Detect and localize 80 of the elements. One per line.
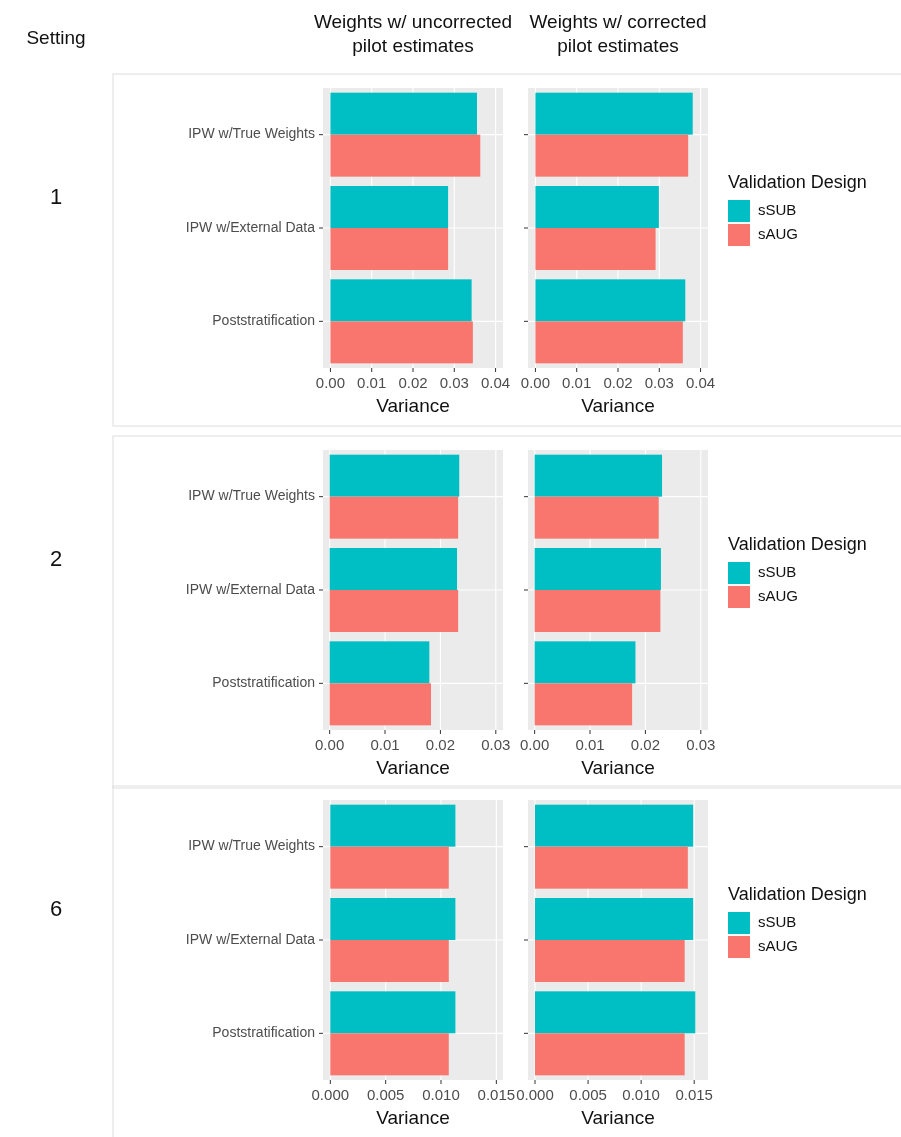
legend-label: sSUB [758,912,797,930]
legend-title: Validation Design [728,172,867,192]
bar [534,496,659,539]
x-tick-label: 0.03 [481,736,511,753]
bar [329,454,460,497]
x-tick-label: 0.000 [516,1086,554,1103]
bar [534,683,633,726]
y-tick-label: Poststratification [212,1024,315,1041]
y-tick-label: Poststratification [212,312,315,329]
text: 2 [49,545,63,571]
x-tick-label: 0.04 [480,374,511,391]
x-tick-label: 0.00 [520,374,551,391]
y-tick-label: IPW w/External Data [185,218,316,235]
x-tick-label: 0.010 [422,1086,460,1103]
bar [535,186,659,228]
chart-title: Weights w/ corrected pilot estimates [529,11,707,56]
x-tick-label: 0.00 [315,374,346,391]
bar [329,548,458,590]
legend-label: sAUG [758,936,799,954]
x-axis-title: Variance [376,395,450,416]
x-tick-label: 0.01 [370,736,400,753]
legend-title: Validation Design [728,534,867,554]
x-tick-label: 0.03 [644,374,674,391]
x-tick-label: 0.01 [562,374,592,391]
bar [329,590,459,632]
y-tick-label: IPW w/External Data [185,930,316,947]
text: 6 [49,895,63,921]
bar [329,496,459,539]
x-tick-label: 0.03 [439,374,469,391]
bar [330,228,449,270]
chart-title: Weights w/ uncorrected pilot estimates [313,11,513,56]
bar [535,279,686,322]
x-tick-label: 0.04 [685,374,716,391]
text: 1 [49,183,63,209]
x-tick-label: 0.02 [603,374,633,391]
legend-title: Validation Design [728,884,867,904]
bar [329,683,431,726]
x-tick-label: 0.01 [575,736,605,753]
x-tick-label: 0.005 [366,1086,405,1103]
bar [329,641,430,684]
bar [535,134,689,177]
x-tick-label: 0.00 [520,736,550,753]
x-tick-label: 0.015 [477,1086,516,1103]
x-tick-label: 0.00 [315,736,345,753]
bar [535,321,683,364]
x-axis-title: Variance [581,757,655,778]
bar [330,186,449,228]
legend-label: sAUG [758,586,799,604]
y-tick-label: IPW w/True Weights [188,837,315,854]
bar [330,321,473,364]
legend-label: sAUG [758,224,799,242]
bar [330,279,472,322]
bar [534,548,661,590]
x-tick-label: 0.000 [311,1086,350,1103]
bar [535,228,656,270]
legend-label: sSUB [758,562,797,580]
x-axis-title: Variance [376,1107,450,1128]
x-axis-title: Variance [581,395,655,416]
x-tick-label: 0.015 [675,1086,713,1103]
text: Setting [26,27,86,48]
bar [534,641,636,684]
y-tick-label: Poststratification [212,674,315,691]
x-tick-label: 0.010 [622,1086,660,1103]
x-tick-label: 0.02 [425,736,456,753]
x-axis-title: Variance [581,1107,655,1128]
bar [534,454,663,497]
legend-label: sSUB [758,200,797,218]
x-tick-label: 0.01 [357,374,387,391]
x-axis-title: Variance [376,757,450,778]
bar [534,590,661,632]
bar [535,92,693,135]
bar [330,134,481,177]
x-tick-label: 0.02 [630,736,661,753]
x-tick-label: 0.02 [398,374,428,391]
x-tick-label: 0.03 [686,736,716,753]
y-tick-label: IPW w/True Weights [188,487,315,504]
y-tick-label: IPW w/External Data [185,580,316,597]
y-tick-label: IPW w/True Weights [188,125,315,142]
bar [330,92,477,135]
x-tick-label: 0.005 [569,1086,607,1103]
